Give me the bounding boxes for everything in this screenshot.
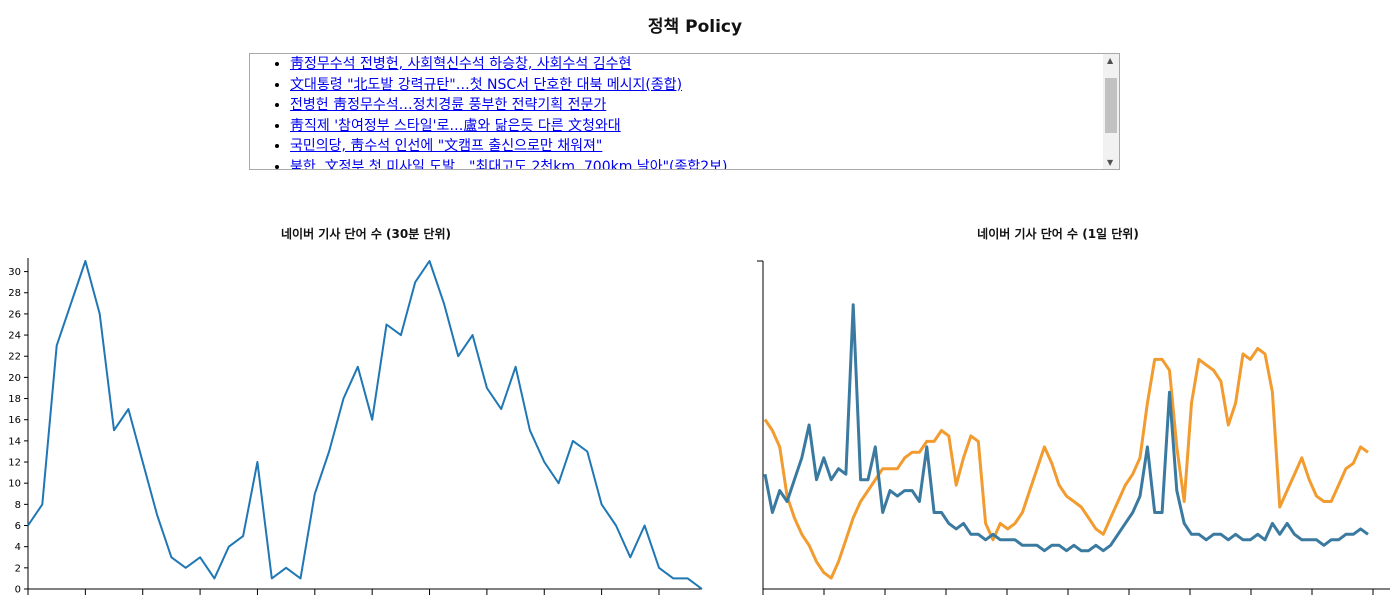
news-link[interactable]: 文대통령 "北도발 강력규탄"…첫 NSC서 단호한 대북 메시지(종합) <box>290 76 683 93</box>
chart-title-30min: 네이버 기사 단어 수 (30분 단위) <box>281 227 451 241</box>
page-title: 정책 Policy <box>647 17 743 37</box>
y-tick-label: 20 <box>8 373 21 384</box>
list-item: 국민의당, 靑수석 인선에 "文캠프 출신으로만 채워져" <box>290 136 1119 157</box>
y-tick-label: 14 <box>8 436 21 447</box>
list-item: 북한, 文정부 첫 미사일 도발…"최대고도 2천km, 700km 날아"(종… <box>290 157 1119 170</box>
news-link[interactable]: 국민의당, 靑수석 인선에 "文캠프 출신으로만 채워져" <box>290 138 603 154</box>
y-tick-label: 8 <box>15 500 21 511</box>
scrollbar-thumb[interactable] <box>1105 78 1117 133</box>
list-item: 靑정무수석 전병헌, 사회혁신수석 하승창, 사회수석 김수현 <box>290 54 1119 75</box>
news-link[interactable]: 靑정무수석 전병헌, 사회혁신수석 하승창, 사회수석 김수현 <box>290 56 632 72</box>
y-tick-label: 24 <box>8 331 21 342</box>
series-line-30min <box>27 260 703 590</box>
y-tick-label: 18 <box>8 394 21 405</box>
news-list-box[interactable]: 靑정무수석 전병헌, 사회혁신수석 하승창, 사회수석 김수현 文대통령 "北도… <box>249 53 1120 170</box>
y-tick-label: 22 <box>8 352 21 363</box>
scroll-down-arrow-icon[interactable]: ▼ <box>1107 158 1114 167</box>
news-link[interactable]: 전병헌 靑정무수석…정치경륜 풍부한 전략기획 전문가 <box>290 97 607 113</box>
y-tick-label: 26 <box>8 309 21 320</box>
chart-title-1day: 네이버 기사 단어 수 (1일 단위) <box>977 227 1139 241</box>
series-line-orange <box>763 347 1369 580</box>
y-tick-label: 6 <box>15 521 21 532</box>
series-line-blue <box>763 303 1369 553</box>
y-tick-label: 30 <box>8 267 21 278</box>
scroll-up-arrow-icon[interactable]: ▲ <box>1107 56 1114 65</box>
y-tick-label: 4 <box>15 542 21 553</box>
y-tick-label: 0 <box>15 585 21 596</box>
news-link[interactable]: 靑직제 '참여정부 스타일'로…盧와 닮은듯 다른 文청와대 <box>290 117 621 134</box>
list-item: 文대통령 "北도발 강력규탄"…첫 NSC서 단호한 대북 메시지(종합) <box>290 75 1119 96</box>
y-tick-label: 16 <box>8 415 21 426</box>
y-tick-label: 2 <box>15 563 21 574</box>
y-tick-label: 28 <box>8 288 21 299</box>
news-link[interactable]: 북한, 文정부 첫 미사일 도발…"최대고도 2천km, 700km 날아"(종… <box>290 158 728 170</box>
list-item: 靑직제 '참여정부 스타일'로…盧와 닮은듯 다른 文청와대 <box>290 116 1119 137</box>
list-item: 전병헌 靑정무수석…정치경륜 풍부한 전략기획 전문가 <box>290 95 1119 116</box>
news-list: 靑정무수석 전병헌, 사회혁신수석 하승창, 사회수석 김수현 文대통령 "北도… <box>250 54 1119 170</box>
y-tick-label: 12 <box>8 458 21 469</box>
scrollbar[interactable]: ▲ ▼ <box>1103 54 1119 169</box>
y-tick-label: 10 <box>8 479 21 490</box>
